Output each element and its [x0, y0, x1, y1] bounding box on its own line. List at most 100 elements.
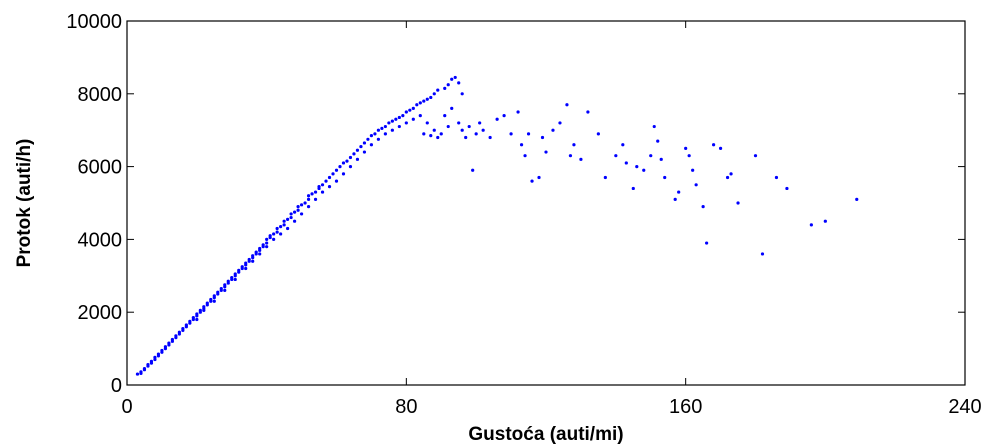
data-point: [443, 114, 447, 118]
data-point: [247, 257, 251, 262]
data-point: [317, 185, 321, 189]
data-point: [684, 146, 688, 150]
data-point: [331, 172, 335, 176]
data-point: [551, 128, 555, 132]
data-point: [694, 183, 698, 187]
data-point: [177, 330, 181, 334]
data-point: [415, 103, 419, 107]
data-point: [188, 319, 192, 323]
data-point: [614, 154, 618, 158]
data-point: [383, 132, 387, 136]
data-point: [345, 159, 349, 163]
data-point: [725, 175, 730, 180]
data-point: [163, 345, 168, 349]
data-point: [450, 77, 454, 81]
data-point: [753, 154, 758, 158]
data-point: [341, 172, 346, 176]
data-point: [174, 334, 178, 338]
data-point: [202, 308, 206, 312]
data-point: [509, 132, 513, 136]
data-point: [233, 272, 237, 276]
data-point: [383, 124, 387, 129]
data-point: [362, 141, 367, 145]
data-point: [237, 268, 241, 272]
data-point: [387, 121, 391, 125]
data-point: [352, 152, 356, 156]
data-point: [760, 252, 765, 256]
x-tick-label: 240: [948, 396, 981, 418]
data-point: [432, 128, 436, 132]
data-point: [359, 144, 363, 149]
data-point: [418, 114, 422, 118]
data-point: [774, 175, 779, 180]
data-point: [673, 197, 677, 201]
data-point: [156, 352, 161, 356]
data-point: [369, 134, 374, 138]
data-point: [299, 212, 304, 216]
data-point: [265, 241, 269, 245]
data-point: [265, 237, 269, 241]
data-point: [443, 86, 447, 90]
data-point: [160, 348, 164, 353]
data-point: [153, 355, 157, 359]
data-point: [251, 259, 255, 263]
data-point: [212, 294, 216, 298]
data-point: [380, 126, 384, 130]
data-point: [258, 246, 262, 251]
data-point: [223, 283, 227, 287]
x-tick-label: 160: [669, 396, 702, 418]
data-point: [184, 323, 188, 327]
data-point: [306, 194, 311, 198]
data-point: [516, 110, 520, 114]
data-point: [355, 148, 360, 152]
data-point: [146, 363, 150, 367]
data-point: [397, 124, 401, 129]
data-point: [579, 157, 583, 161]
data-point: [450, 106, 454, 110]
data-point: [457, 121, 461, 125]
data-point: [296, 208, 300, 212]
data-point: [244, 266, 248, 271]
data-point: [429, 134, 433, 138]
data-point: [785, 186, 789, 191]
data-point: [355, 157, 360, 161]
data-point: [519, 143, 524, 147]
data-point: [348, 165, 353, 169]
data-point: [736, 201, 740, 205]
data-point: [439, 132, 443, 136]
data-point: [401, 114, 405, 118]
data-point: [209, 297, 213, 302]
data-point: [460, 128, 464, 132]
data-point: [436, 88, 440, 92]
data-point: [411, 106, 415, 110]
data-point: [139, 370, 143, 374]
data-point: [705, 241, 709, 245]
data-point: [621, 143, 625, 147]
data-point: [687, 154, 691, 158]
data-point: [404, 110, 408, 114]
data-point: [195, 312, 199, 316]
data-point: [373, 132, 377, 136]
data-point: [460, 92, 464, 96]
data-point: [631, 186, 635, 191]
data-point: [481, 128, 485, 132]
data-point: [659, 157, 663, 161]
data-point: [191, 316, 195, 320]
data-point: [809, 223, 813, 227]
data-point: [212, 299, 216, 303]
data-point: [303, 201, 307, 205]
data-point: [135, 372, 140, 376]
data-point: [474, 132, 478, 136]
data-point: [537, 175, 541, 180]
data-point: [596, 132, 600, 136]
data-point: [219, 286, 223, 291]
data-point: [313, 197, 318, 201]
data-point: [502, 114, 506, 118]
data-point: [540, 135, 545, 140]
data-point: [652, 124, 656, 129]
data-point: [712, 143, 716, 147]
data-point: [279, 225, 283, 229]
data-point: [286, 217, 290, 221]
data-point: [422, 132, 426, 136]
